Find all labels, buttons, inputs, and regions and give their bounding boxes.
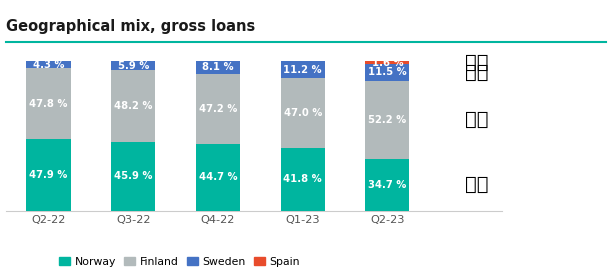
Bar [281,78,325,148]
Bar [365,62,409,64]
Text: 41.8 %: 41.8 % [283,174,322,184]
Text: 1.6 %: 1.6 % [371,58,403,68]
Text: 34.7 %: 34.7 % [368,180,406,190]
Text: 🇳🇴: 🇳🇴 [465,175,488,194]
Text: 47.8 %: 47.8 % [29,99,68,109]
Bar [365,159,409,211]
Text: 11.5 %: 11.5 % [368,68,407,77]
Text: 47.2 %: 47.2 % [199,104,237,114]
Bar [281,148,325,211]
Bar [196,62,240,73]
Bar [365,81,409,159]
Text: 47.0 %: 47.0 % [283,108,322,118]
Text: 48.2 %: 48.2 % [114,101,152,111]
Bar [281,62,325,78]
Text: 47.9 %: 47.9 % [29,170,68,180]
Bar [111,70,155,142]
Bar [196,73,240,144]
Bar [26,139,70,211]
Text: 45.9 %: 45.9 % [114,171,152,181]
Text: 🇸🇪: 🇸🇪 [465,63,488,82]
Text: 4.3 %: 4.3 % [32,60,64,70]
Text: 11.2 %: 11.2 % [283,65,322,75]
Bar [196,144,240,211]
Text: 🇫🇮: 🇫🇮 [465,110,488,129]
Text: 5.9 %: 5.9 % [118,61,149,71]
Legend: Norway, Finland, Sweden, Spain: Norway, Finland, Sweden, Spain [55,252,304,270]
Text: 44.7 %: 44.7 % [199,172,237,182]
Text: Geographical mix, gross loans: Geographical mix, gross loans [6,19,255,34]
Text: 8.1 %: 8.1 % [202,62,234,73]
Bar [111,142,155,211]
Bar [111,62,155,70]
Bar [26,62,70,68]
Bar [26,68,70,139]
Text: 🇪🇸: 🇪🇸 [465,53,488,72]
Bar [365,64,409,81]
Text: 52.2 %: 52.2 % [368,115,406,125]
